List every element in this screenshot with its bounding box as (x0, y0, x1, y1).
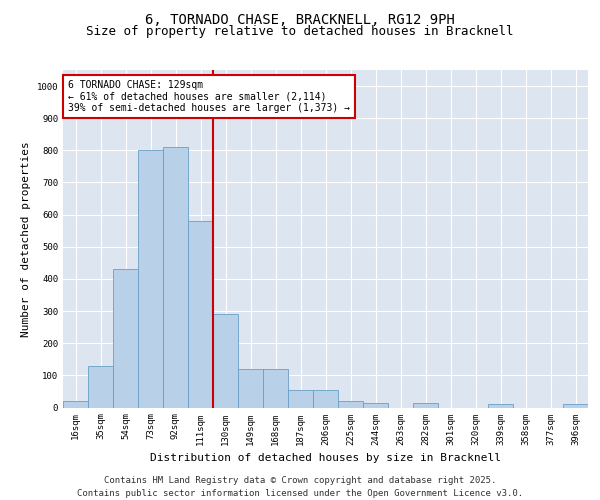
Bar (263, 369, 288, 408)
Bar (563, 404, 588, 407)
Bar (163, 147, 188, 407)
Bar (63, 401, 88, 407)
Text: Size of property relative to detached houses in Bracknell: Size of property relative to detached ho… (86, 25, 514, 38)
Bar (413, 402, 438, 407)
Bar (363, 402, 388, 407)
Bar (138, 150, 163, 408)
Text: 6 TORNADO CHASE: 129sqm
← 61% of detached houses are smaller (2,114)
39% of semi: 6 TORNADO CHASE: 129sqm ← 61% of detache… (68, 80, 350, 114)
Bar (338, 401, 363, 407)
Bar (238, 369, 263, 408)
Text: 6, TORNADO CHASE, BRACKNELL, RG12 9PH: 6, TORNADO CHASE, BRACKNELL, RG12 9PH (145, 12, 455, 26)
Bar (488, 404, 513, 407)
Bar (113, 270, 138, 407)
Bar (213, 314, 238, 408)
Bar (88, 366, 113, 408)
Bar (313, 390, 338, 407)
Text: Contains HM Land Registry data © Crown copyright and database right 2025.
Contai: Contains HM Land Registry data © Crown c… (77, 476, 523, 498)
Bar (288, 390, 313, 407)
X-axis label: Distribution of detached houses by size in Bracknell: Distribution of detached houses by size … (150, 453, 501, 463)
Bar (188, 221, 213, 408)
Y-axis label: Number of detached properties: Number of detached properties (21, 141, 31, 336)
